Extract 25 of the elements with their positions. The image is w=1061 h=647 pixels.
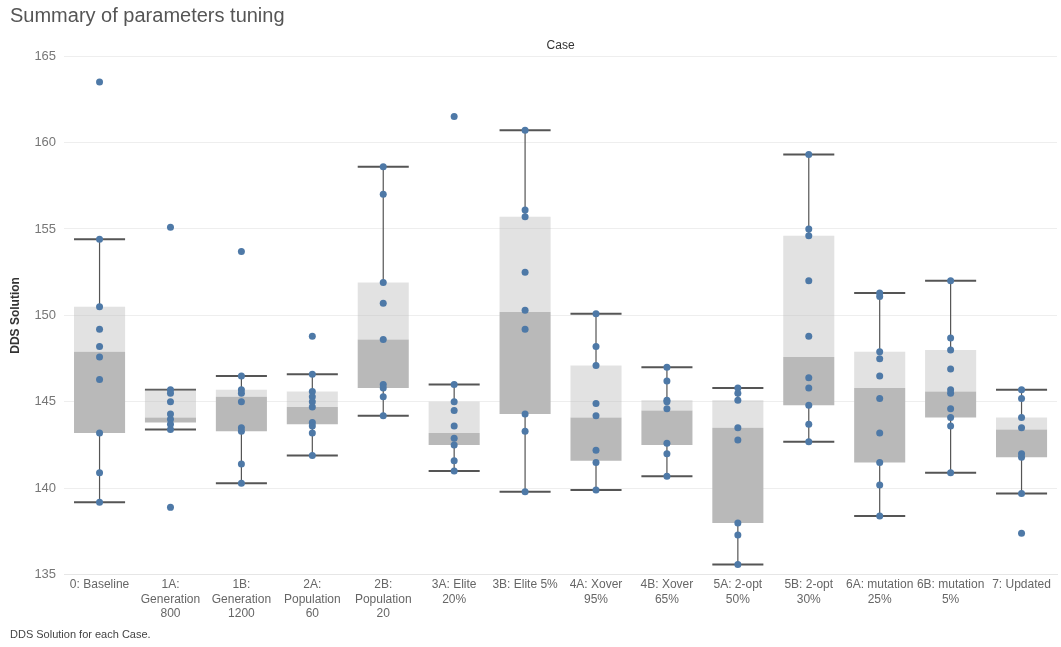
x-tick-label: 4A: Xover 95% bbox=[569, 577, 623, 606]
x-tick-label: 6A: mutation 25% bbox=[846, 577, 914, 606]
x-tick-label: 2B: Population 20 bbox=[354, 577, 412, 621]
x-tick-label: 1A: Generation 800 bbox=[140, 577, 201, 621]
x-tick-label: 3A: Elite 20% bbox=[431, 577, 477, 606]
x-tick-label: 1B: Generation 1200 bbox=[211, 577, 272, 621]
x-tick-label: 6B: mutation 5% bbox=[916, 577, 985, 606]
y-tick-label: 160 bbox=[34, 134, 57, 150]
chart-title: Summary of parameters tuning bbox=[10, 4, 285, 27]
x-tick-label: 0: Baseline bbox=[69, 577, 130, 592]
y-tick-label: 145 bbox=[34, 393, 57, 409]
x-tick-label: 4B: Xover 65% bbox=[640, 577, 694, 606]
x-tick-label: 2A: Population 60 bbox=[283, 577, 341, 621]
x-tick-label: 3B: Elite 5% bbox=[492, 577, 559, 592]
x-tick-label: 5A: 2-opt 50% bbox=[713, 577, 763, 606]
x-axis-title: Case bbox=[546, 38, 575, 53]
y-tick-label: 150 bbox=[34, 306, 57, 322]
y-axis-title: DDS Solution bbox=[7, 277, 22, 354]
x-tick-label: 7: Updated bbox=[992, 577, 1051, 592]
x-tick-label: 5B: 2-opt 30% bbox=[784, 577, 834, 606]
y-tick-label: 155 bbox=[34, 220, 57, 236]
y-tick-label: 165 bbox=[34, 47, 57, 63]
text: DDS Solution for each Case. bbox=[10, 628, 151, 640]
y-tick-label: 135 bbox=[34, 566, 57, 582]
y-tick-label: 140 bbox=[34, 479, 57, 495]
